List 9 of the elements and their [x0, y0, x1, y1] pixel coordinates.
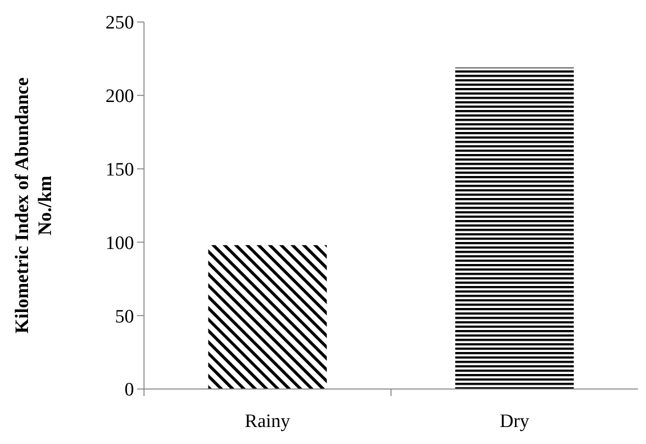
x-tick-label: Dry [500, 411, 530, 432]
y-tick-label: 150 [106, 159, 134, 180]
x-tick-label: Rainy [244, 411, 291, 432]
y-tick-label: 0 [124, 380, 134, 401]
y-tick-label: 250 [106, 12, 134, 34]
y-axis-title: Kilometric Index of Abundance No./km [12, 78, 56, 334]
y-tick-label: 200 [106, 86, 134, 108]
y-tick-label: 100 [106, 232, 134, 254]
y-tick-label: 50 [115, 306, 134, 328]
